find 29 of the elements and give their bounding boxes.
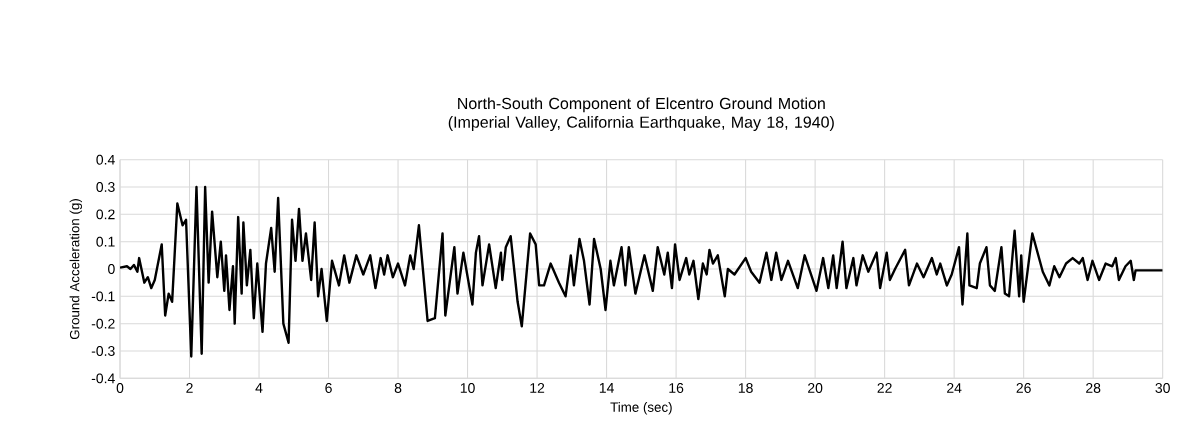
x-tick-label: 2 bbox=[186, 383, 193, 393]
y-tick-label: 0 bbox=[108, 264, 115, 274]
x-tick-label: 16 bbox=[669, 383, 684, 393]
y-tick-label: -0.3 bbox=[91, 346, 115, 356]
x-tick-label: 6 bbox=[325, 383, 332, 393]
chart-title: North-South Component of Elcentro Ground Motion (Imperial Valley, California Earthquake, May 18, 1940) bbox=[448, 97, 834, 131]
x-tick-label: 12 bbox=[530, 383, 545, 393]
x-axis-title: Time (sec) bbox=[610, 402, 672, 415]
y-tick-label: 0.3 bbox=[96, 182, 115, 192]
x-tick-label: 28 bbox=[1086, 383, 1101, 393]
x-tick-label: 20 bbox=[808, 383, 823, 393]
x-tick-label: 14 bbox=[599, 383, 614, 393]
x-tick-label: 8 bbox=[394, 383, 402, 393]
x-tick-label: 26 bbox=[1016, 383, 1031, 393]
y-tick-label: 0.1 bbox=[96, 236, 115, 247]
y-tick-label: 0.4 bbox=[96, 154, 115, 165]
x-tick-label: 18 bbox=[738, 383, 753, 393]
y-tick-label: -0.2 bbox=[91, 318, 115, 329]
y-tick-label: -0.4 bbox=[91, 373, 115, 384]
y-axis-title: Ground Acceleration (g) bbox=[69, 199, 83, 340]
x-tick-label: 4 bbox=[255, 383, 263, 393]
y-tick-label: -0.1 bbox=[91, 291, 115, 302]
y-tick-label: 0.2 bbox=[96, 209, 115, 220]
line-series bbox=[120, 185, 1163, 358]
x-tick-label: 22 bbox=[877, 383, 892, 393]
x-tick-label: 0 bbox=[116, 383, 124, 393]
x-tick-label: 30 bbox=[1155, 383, 1170, 393]
x-tick-label: 10 bbox=[460, 383, 475, 393]
x-tick-label: 24 bbox=[947, 383, 962, 393]
